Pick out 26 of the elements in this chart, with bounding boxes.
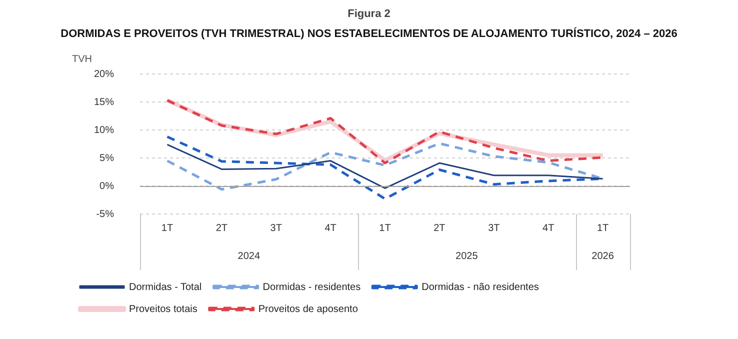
x-tick-label: 3T bbox=[488, 222, 500, 234]
y-tick-label: -5% bbox=[96, 208, 114, 220]
legend-label: Proveitos totais bbox=[129, 304, 198, 315]
legend-label: Proveitos de aposento bbox=[258, 304, 358, 315]
x-tick-label: 4T bbox=[542, 222, 554, 234]
x-tick-label: 2T bbox=[434, 222, 446, 234]
chart-title: DORMIDAS E PROVEITOS (TVH TRIMESTRAL) NOS ESTABELECIMENTOS DE ALOJAMENTO TURÍSTICO, 2024 – 2026 bbox=[60, 28, 678, 40]
y-tick-label: 0% bbox=[100, 180, 114, 192]
legend-label: Dormidas - residentes bbox=[262, 282, 361, 293]
x-tick-label: 1T bbox=[379, 222, 391, 234]
text: 2026 bbox=[592, 250, 614, 262]
y-tick-label: 15% bbox=[94, 96, 114, 108]
x-tick-label: 1T bbox=[161, 222, 174, 234]
x-tick-label: 1T bbox=[596, 222, 609, 234]
text: 2025 bbox=[456, 250, 478, 262]
y-axis-title: TVH bbox=[72, 54, 92, 65]
x-tick-label: 4T bbox=[324, 222, 336, 234]
y-tick-label: 5% bbox=[100, 152, 114, 164]
legend-label: Dormidas - não residentes bbox=[422, 282, 539, 293]
x-tick-label: 2T bbox=[216, 222, 228, 234]
legend-label: Dormidas - Total bbox=[129, 282, 202, 293]
x-tick-label: 3T bbox=[270, 222, 282, 234]
chart-subtitle: Figura 2 bbox=[346, 8, 392, 20]
y-tick-label: 20% bbox=[94, 68, 114, 80]
text: 2024 bbox=[238, 250, 260, 262]
y-tick-label: 10% bbox=[94, 124, 114, 136]
